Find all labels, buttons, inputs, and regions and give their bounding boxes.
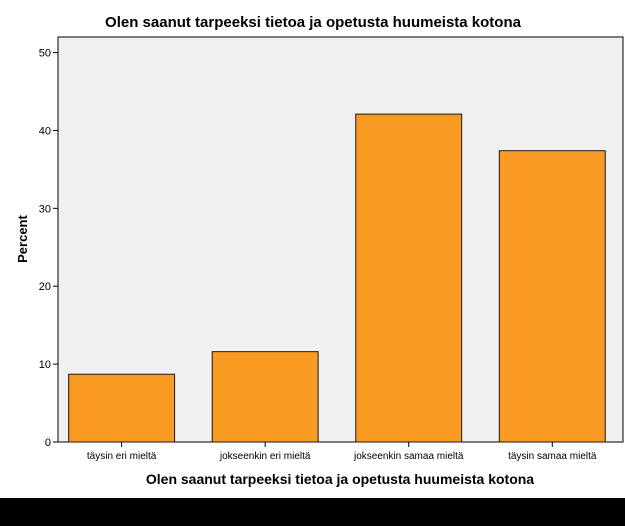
bar-1: [68, 373, 176, 443]
y-axis: 0 10 20 30 40 50: [39, 48, 58, 449]
bar-2: [211, 351, 319, 443]
bar-4: [498, 150, 606, 443]
x-tick-label: täysin eri mieltä: [87, 451, 157, 462]
bar-3: [355, 113, 463, 443]
y-axis-label: Percent: [15, 214, 30, 262]
bar-chart: Olen saanut tarpeeksi tietoa ja opetusta…: [15, 14, 624, 487]
x-tick-label: jokseenkin samaa mieltä: [353, 451, 464, 462]
bottom-black-bar: [0, 498, 625, 526]
x-axis-label: Olen saanut tarpeeksi tietoa ja opetusta…: [146, 471, 534, 487]
bars-group: [68, 113, 606, 443]
y-tick-label: 40: [39, 125, 51, 137]
y-tick-label: 20: [39, 281, 51, 293]
y-tick-label: 0: [45, 437, 51, 449]
y-tick-label: 30: [39, 203, 51, 215]
y-tick-label: 10: [39, 359, 51, 371]
x-tick-label: täysin samaa mieltä: [508, 451, 597, 462]
chart-title: Olen saanut tarpeeksi tietoa ja opetusta…: [105, 14, 522, 31]
x-tick-label: jokseenkin eri mieltä: [219, 451, 311, 462]
y-tick-label: 50: [39, 48, 51, 60]
x-axis: täysin eri mieltä jokseenkin eri mieltä jo…: [87, 442, 597, 462]
